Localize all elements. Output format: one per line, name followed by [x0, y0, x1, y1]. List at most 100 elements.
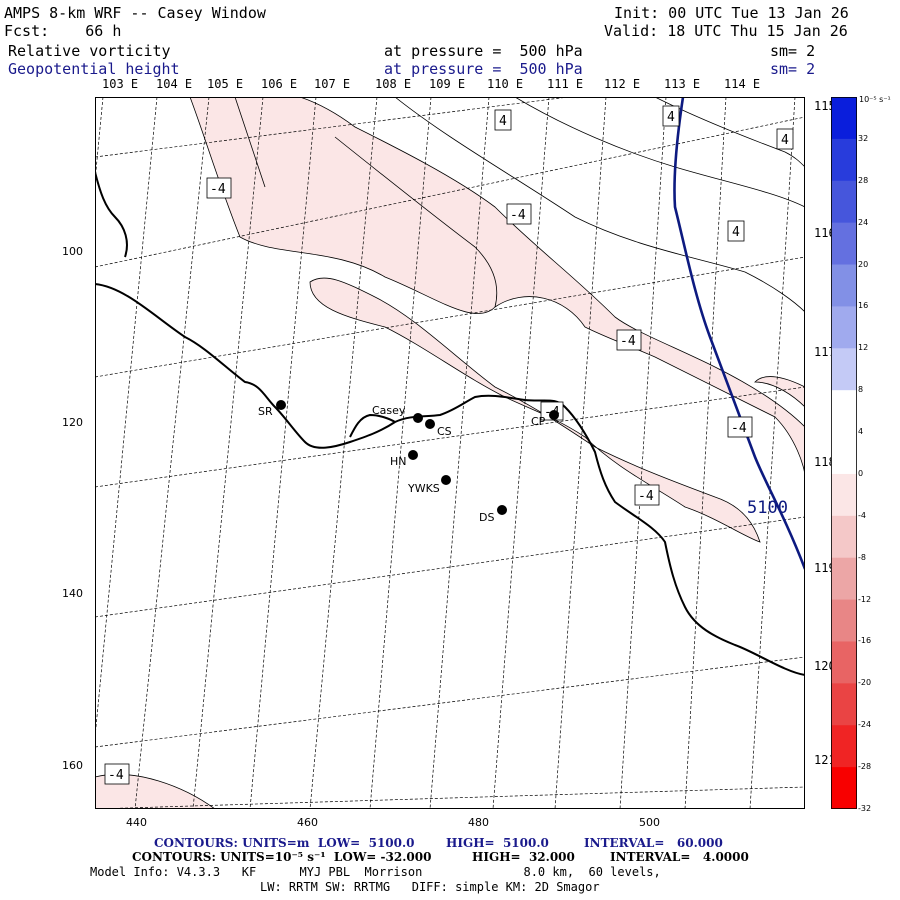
station-label-DS: DS: [479, 511, 494, 524]
station-label-CP: CP: [531, 415, 546, 428]
model-info: Model Info: V4.3.3 KF MYJ PBL Morrison 8…: [90, 865, 661, 879]
colorbar-label: -28: [858, 762, 872, 772]
colorbar-box: [831, 599, 857, 642]
colorbar-box: [831, 390, 857, 433]
colorbar-box: [831, 222, 857, 266]
colorbar-label: 32: [858, 133, 869, 143]
svg-text:-4: -4: [108, 768, 124, 783]
valid-time: Valid: 18 UTC Thu 15 Jan 26: [604, 22, 848, 40]
contour-label-minus4: -4: [727, 416, 753, 438]
y-tick-label: 160: [62, 759, 83, 772]
colorbar-box: [831, 180, 857, 224]
colorbar-box: [831, 515, 857, 559]
colorbar-label: -16: [858, 636, 872, 646]
colorbar-label: 24: [858, 217, 869, 227]
colorbar-label: 12: [858, 343, 869, 353]
colorbar-label: -20: [858, 678, 872, 688]
lon-label-top: 105 E: [207, 77, 244, 91]
svg-text:4: 4: [667, 110, 675, 125]
colorbar-label: -32: [858, 804, 872, 813]
station-dot-CP: [549, 410, 559, 420]
station-dot-CS: [425, 419, 435, 429]
colorbar-label: -12: [858, 594, 872, 604]
field1-smoothing: sm= 2: [770, 42, 816, 60]
colorbar-box: [831, 725, 857, 768]
svg-text:4: 4: [781, 133, 789, 148]
contour-label-minus4: -4: [104, 763, 130, 785]
contour-label-plus4: 4: [662, 105, 680, 127]
graticule: [95, 97, 805, 809]
lon-label-top: 107 E: [314, 77, 351, 91]
coastline: [95, 171, 805, 676]
colorbar-box: [831, 767, 857, 809]
colorbar-unit: 10⁻⁵ s⁻¹: [859, 95, 891, 104]
station-dot-Casey: [413, 413, 423, 423]
x-tick-label: 460: [297, 816, 318, 829]
colorbar-box: [831, 264, 857, 307]
colorbar-label: 8: [858, 385, 864, 395]
field1-level: at pressure = 500 hPa: [384, 42, 583, 60]
lon-label-top: 113 E: [664, 77, 701, 91]
colorbar-label: 28: [858, 175, 869, 185]
lon-label-top: 109 E: [429, 77, 466, 91]
physics-info: LW: RRTM SW: RRTMG DIFF: simple KM: 2D S…: [260, 880, 600, 894]
station-dot-SR: [276, 400, 286, 410]
field2-name: Geopotential height: [8, 60, 180, 78]
lon-label-top: 110 E: [487, 77, 524, 91]
vorticity-contour-high: HIGH= 32.000: [472, 850, 575, 864]
colorbar: [831, 97, 857, 809]
colorbar-box: [831, 138, 857, 182]
colorbar-box: [831, 348, 857, 391]
vorticity-contour-info: CONTOURS: UNITS=10⁻⁵ s⁻¹ LOW= -32.000: [132, 850, 432, 864]
svg-text:-4: -4: [510, 208, 526, 223]
lon-label-top: 111 E: [547, 77, 584, 91]
svg-text:-4: -4: [620, 334, 636, 349]
lon-label-top: 104 E: [156, 77, 193, 91]
colorbar-box: [831, 306, 857, 349]
field2-smoothing: sm= 2: [770, 60, 816, 78]
svg-text:4: 4: [732, 225, 740, 240]
colorbar-box: [831, 432, 857, 475]
colorbar-label: 16: [858, 301, 869, 311]
contour-label-plus4: 4: [727, 220, 745, 242]
svg-text:-4: -4: [638, 489, 654, 504]
svg-text:-4: -4: [731, 421, 747, 436]
colorbar-box: [831, 473, 857, 517]
station-dot-YWKS: [441, 475, 451, 485]
station-dot-DS: [497, 505, 507, 515]
x-tick-label: 480: [468, 816, 489, 829]
geopotential-height-contour: [673, 97, 805, 570]
contour-label-plus4: 4: [494, 109, 512, 131]
lon-label-top: 108 E: [375, 77, 412, 91]
contour-label-plus4: 4: [776, 128, 794, 150]
height-contour-info: CONTOURS: UNITS=m LOW= 5100.0: [154, 836, 415, 850]
contour-label-minus4: -4: [634, 484, 660, 506]
lon-label-top: 106 E: [261, 77, 298, 91]
field1-name: Relative vorticity: [8, 42, 171, 60]
contour-label-minus4: -4: [206, 177, 232, 199]
station-markers: SR Casey CS HN YWKS DS CP: [258, 400, 559, 524]
y-tick-label: 120: [62, 416, 83, 429]
height-contour-high: HIGH= 5100.0: [446, 836, 549, 850]
height-contour-interval: INTERVAL= 60.000: [584, 836, 723, 850]
map-panel: -4 -4 -4 -4 -4 -4 -4 4 4 4 4 5100 SR Cas…: [95, 97, 805, 809]
x-tick-label: 440: [126, 816, 147, 829]
vorticity-contour-interval: INTERVAL= 4.0000: [610, 850, 749, 864]
x-tick-label: 500: [639, 816, 660, 829]
colorbar-label: 4: [858, 427, 864, 437]
colorbar-label: -24: [858, 720, 872, 730]
station-label-HN: HN: [390, 455, 407, 468]
colorbar-label: -8: [858, 552, 866, 562]
plot-title: AMPS 8-km WRF -- Casey Window: [4, 4, 266, 22]
lon-label-top: 112 E: [604, 77, 641, 91]
station-dot-HN: [408, 450, 418, 460]
contour-label-minus4: -4: [506, 203, 532, 225]
colorbar-box: [831, 97, 857, 140]
y-tick-label: 100: [62, 245, 83, 258]
station-label-SR: SR: [258, 405, 273, 418]
colorbar-label: 20: [858, 259, 869, 269]
lon-label-top: 114 E: [724, 77, 761, 91]
colorbar-box: [831, 557, 857, 601]
colorbar-box: [831, 683, 857, 726]
lon-label-top: 103 E: [102, 77, 139, 91]
